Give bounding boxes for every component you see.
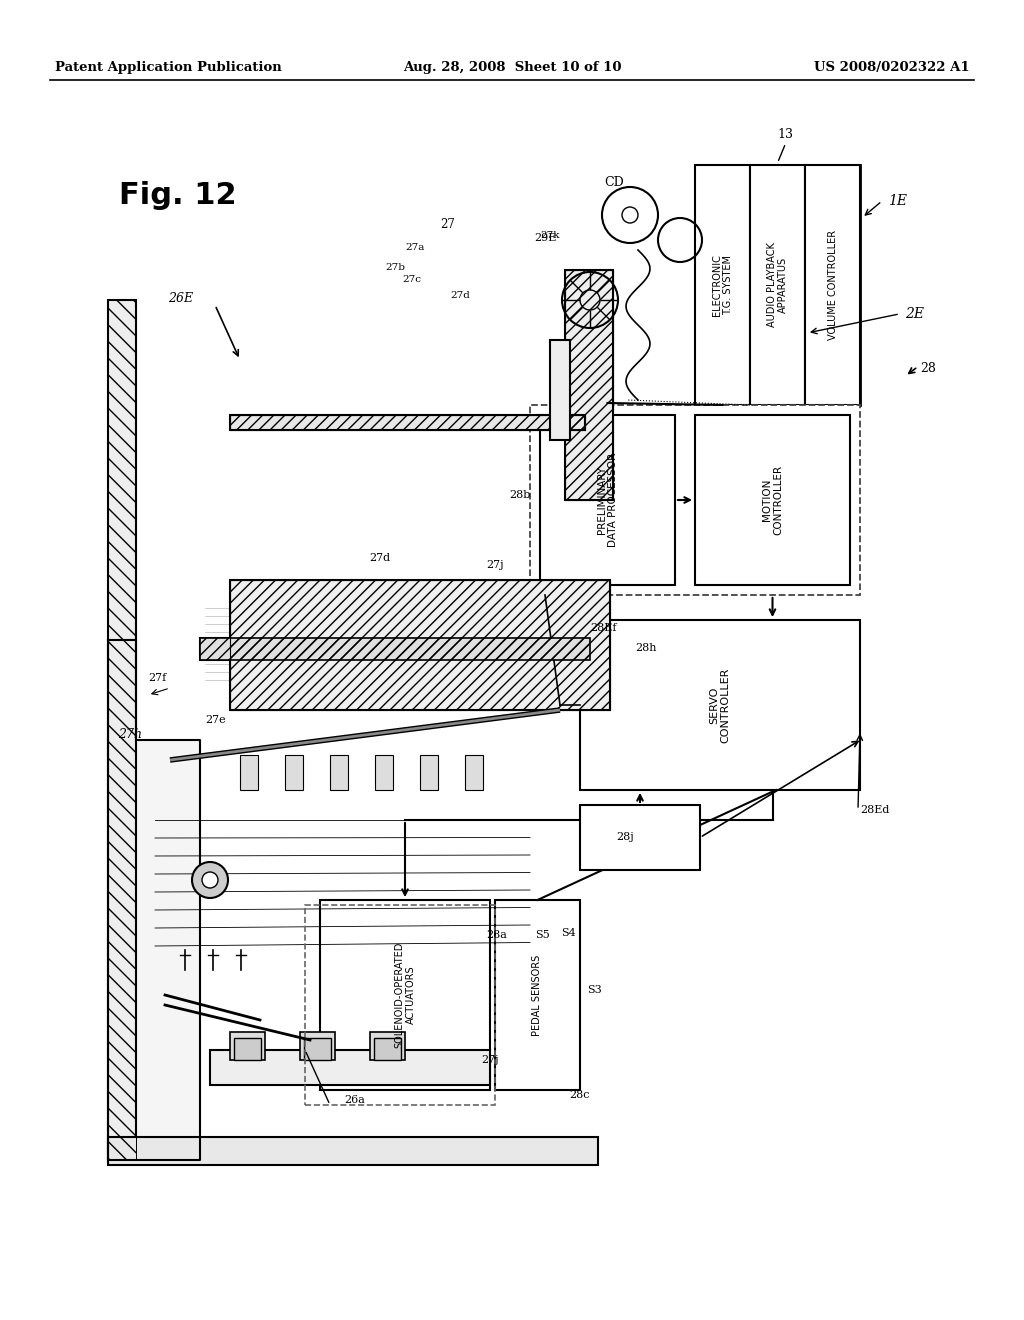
Text: S4: S4 (560, 928, 575, 939)
Text: 28Ef: 28Ef (590, 623, 616, 634)
Circle shape (193, 862, 228, 898)
Text: Patent Application Publication: Patent Application Publication (55, 62, 282, 74)
Bar (304, 1038, 331, 1060)
Text: 27j: 27j (486, 560, 504, 570)
Text: 27b: 27b (385, 264, 406, 272)
Bar (230, 579, 610, 710)
Polygon shape (230, 579, 610, 710)
Bar (565, 271, 613, 500)
Text: 27d: 27d (370, 553, 390, 564)
Bar (375, 755, 393, 789)
Bar (565, 271, 613, 500)
Bar (108, 1137, 598, 1166)
Bar (210, 1049, 490, 1085)
Text: AUDIO PLAYBACK
APPARATUS: AUDIO PLAYBACK APPARATUS (767, 243, 788, 327)
Text: 27j: 27j (481, 1055, 499, 1065)
Text: 28a: 28a (486, 931, 508, 940)
Text: 27c: 27c (402, 276, 421, 285)
Bar (420, 755, 438, 789)
Circle shape (202, 873, 218, 888)
Text: Aug. 28, 2008  Sheet 10 of 10: Aug. 28, 2008 Sheet 10 of 10 (402, 62, 622, 74)
Bar (200, 638, 590, 660)
Text: 2E: 2E (905, 306, 924, 321)
Text: SERVO
CONTROLLER: SERVO CONTROLLER (710, 668, 731, 743)
Text: ELECTRONIC
T.G. SYSTEM: ELECTRONIC T.G. SYSTEM (712, 253, 733, 315)
Text: 27: 27 (440, 219, 456, 231)
Bar (200, 638, 590, 660)
Text: 27k: 27k (541, 231, 560, 239)
Bar (550, 341, 570, 440)
Bar (285, 755, 303, 789)
Bar (465, 755, 483, 789)
Text: 27e: 27e (205, 715, 225, 725)
Bar (695, 414, 850, 585)
Bar (305, 906, 495, 1105)
Bar (580, 620, 860, 789)
Bar (108, 300, 136, 1160)
Bar (230, 1032, 265, 1060)
Text: SOLENOID-OPERATED
ACTUATORS: SOLENOID-OPERATED ACTUATORS (394, 941, 416, 1048)
Text: 26E: 26E (168, 292, 193, 305)
Bar (805, 165, 860, 405)
Text: 13: 13 (778, 128, 794, 141)
Text: 28c: 28c (569, 1090, 590, 1100)
Text: Fig. 12: Fig. 12 (119, 181, 237, 210)
Text: 28b: 28b (509, 490, 530, 500)
Text: 28: 28 (920, 363, 936, 375)
Bar (240, 755, 258, 789)
Text: VOLUME CONTROLLER: VOLUME CONTROLLER (827, 230, 838, 341)
Bar (580, 805, 700, 870)
Text: US 2008/0202322 A1: US 2008/0202322 A1 (814, 62, 970, 74)
Bar (230, 414, 585, 430)
Text: S5: S5 (535, 931, 549, 940)
Bar (330, 755, 348, 789)
Bar (750, 165, 805, 405)
Text: 27d: 27d (451, 290, 470, 300)
Text: PEDAL SENSORS: PEDAL SENSORS (532, 954, 543, 1036)
Bar (695, 165, 750, 405)
Text: 1E: 1E (888, 194, 907, 209)
Text: PRELIMINARY
DATA PROCESSOR: PRELIMINARY DATA PROCESSOR (597, 453, 618, 546)
Bar (374, 1038, 401, 1060)
Bar (495, 900, 580, 1090)
Bar (695, 165, 860, 405)
Text: 28h: 28h (635, 643, 656, 653)
Bar (300, 1032, 335, 1060)
Text: 27h: 27h (118, 729, 142, 742)
Text: 28j: 28j (616, 833, 635, 842)
Bar (530, 405, 860, 595)
Bar (319, 900, 490, 1090)
Text: CD: CD (604, 177, 624, 190)
Bar (108, 300, 136, 1160)
Bar (234, 1038, 261, 1060)
Text: 29E: 29E (534, 234, 556, 243)
Text: S3: S3 (587, 985, 601, 995)
Text: MOTION
CONTROLLER: MOTION CONTROLLER (762, 465, 783, 535)
Text: 26a: 26a (344, 1096, 366, 1105)
Bar (230, 414, 585, 430)
Text: 28Ed: 28Ed (860, 805, 890, 814)
Text: 27a: 27a (406, 243, 425, 252)
Text: 27f: 27f (148, 673, 166, 682)
Bar (540, 414, 675, 585)
Polygon shape (108, 640, 200, 1160)
Bar (370, 1032, 406, 1060)
